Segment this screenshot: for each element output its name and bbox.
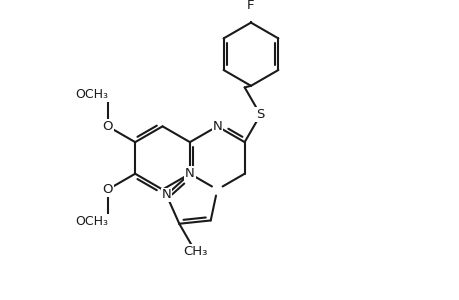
Text: S: S [256,108,264,121]
Text: OCH₃: OCH₃ [75,88,107,101]
Text: F: F [246,0,254,12]
Text: OCH₃: OCH₃ [75,214,107,228]
Text: N: N [161,188,171,201]
Text: CH₃: CH₃ [183,244,207,258]
Text: N: N [185,167,194,180]
Text: O: O [102,183,113,196]
Text: N: N [212,120,222,133]
Text: O: O [102,120,113,133]
